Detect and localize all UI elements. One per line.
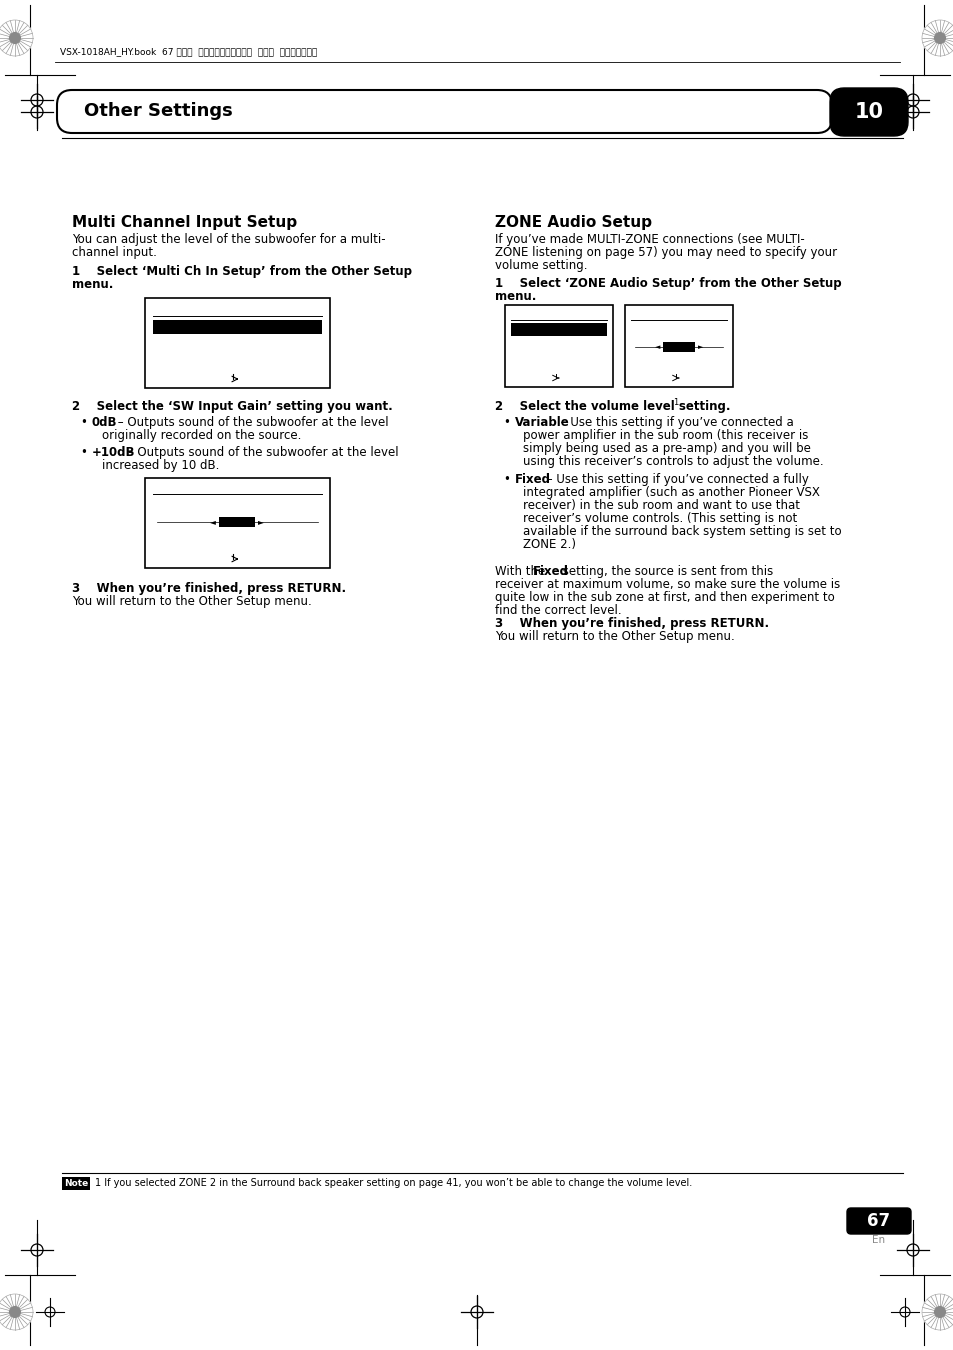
Text: Fixed: Fixed [533, 566, 568, 578]
Bar [511, 323, 606, 336]
Text: – Use this setting if you’ve connected a: – Use this setting if you’ve connected a [557, 416, 793, 429]
Text: Multi Channel Input Setup: Multi Channel Input Setup [71, 215, 296, 230]
Text: •: • [80, 416, 87, 429]
Text: Note: Note [64, 1179, 88, 1188]
Text: 0dB: 0dB [91, 416, 117, 429]
Text: 2    Select the ‘SW Input Gain’ setting you want.: 2 Select the ‘SW Input Gain’ setting you… [71, 400, 393, 413]
Text: VSX-1018AH_HY.book  67 ページ  ２００８年４月１６日  水曜日  午後７時２５分: VSX-1018AH_HY.book 67 ページ ２００８年４月１６日 水曜日… [60, 47, 317, 57]
Text: 1    Select ‘Multi Ch In Setup’ from the Other Setup: 1 Select ‘Multi Ch In Setup’ from the Ot… [71, 265, 412, 278]
Text: quite low in the sub zone at first, and then experiment to: quite low in the sub zone at first, and … [495, 591, 834, 603]
Text: 2    Select the volume level setting.: 2 Select the volume level setting. [495, 400, 730, 413]
Text: ◄: ◄ [210, 517, 215, 526]
Text: originally recorded on the source.: originally recorded on the source. [102, 429, 301, 441]
Text: 67: 67 [866, 1212, 890, 1230]
Text: volume setting.: volume setting. [495, 259, 587, 271]
Text: ZONE listening on page 57) you may need to specify your: ZONE listening on page 57) you may need … [495, 246, 836, 259]
Text: Fixed: Fixed [515, 472, 551, 486]
Text: available if the surround back system setting is set to: available if the surround back system se… [522, 525, 841, 539]
Circle shape [10, 1307, 20, 1318]
Text: – Outputs sound of the subwoofer at the level: – Outputs sound of the subwoofer at the … [124, 446, 398, 459]
Text: ►: ► [257, 517, 264, 526]
Text: menu.: menu. [71, 278, 113, 292]
Bar [152, 320, 322, 333]
Text: 1    Select ‘ZONE Audio Setup’ from the Other Setup: 1 Select ‘ZONE Audio Setup’ from the Oth… [495, 277, 841, 290]
Text: simply being used as a pre-amp) and you will be: simply being used as a pre-amp) and you … [522, 441, 810, 455]
Text: •: • [502, 472, 509, 486]
Bar [504, 305, 613, 387]
Text: With the: With the [495, 566, 548, 578]
Text: ◄: ◄ [654, 344, 659, 350]
FancyBboxPatch shape [829, 88, 907, 136]
Text: receiver’s volume controls. (This setting is not: receiver’s volume controls. (This settin… [522, 512, 797, 525]
Text: power amplifier in the sub room (this receiver is: power amplifier in the sub room (this re… [522, 429, 807, 441]
Text: +10dB: +10dB [91, 446, 135, 459]
Text: •: • [502, 416, 509, 429]
Text: Other Settings: Other Settings [84, 103, 233, 120]
Circle shape [10, 32, 20, 43]
Text: Variable: Variable [515, 416, 569, 429]
Bar [662, 342, 695, 352]
Text: En: En [872, 1235, 884, 1245]
Text: 10: 10 [854, 103, 882, 122]
Text: receiver at maximum volume, so make sure the volume is: receiver at maximum volume, so make sure… [495, 578, 840, 591]
Text: 3    When you’re finished, press RETURN.: 3 When you’re finished, press RETURN. [495, 617, 768, 630]
FancyBboxPatch shape [57, 90, 831, 134]
Bar [145, 478, 330, 568]
FancyBboxPatch shape [846, 1208, 910, 1234]
Circle shape [0, 20, 33, 55]
Text: You will return to the Other Setup menu.: You will return to the Other Setup menu. [71, 595, 312, 608]
Bar [62, 1177, 90, 1189]
Circle shape [934, 32, 944, 43]
Text: If you’ve made MULTI-ZONE connections (see MULTI-: If you’ve made MULTI-ZONE connections (s… [495, 234, 804, 246]
Text: You will return to the Other Setup menu.: You will return to the Other Setup menu. [495, 630, 734, 643]
Text: ZONE Audio Setup: ZONE Audio Setup [495, 215, 651, 230]
Text: receiver) in the sub room and want to use that: receiver) in the sub room and want to us… [522, 500, 800, 512]
Text: find the correct level.: find the correct level. [495, 603, 621, 617]
Text: integrated amplifier (such as another Pioneer VSX: integrated amplifier (such as another Pi… [522, 486, 819, 500]
Bar [219, 517, 254, 526]
Text: setting, the source is sent from this: setting, the source is sent from this [558, 566, 773, 578]
Bar [624, 305, 732, 387]
Text: using this receiver’s controls to adjust the volume.: using this receiver’s controls to adjust… [522, 455, 822, 468]
Text: 1 If you selected ZONE 2 in the Surround back speaker setting on page 41, you wo: 1 If you selected ZONE 2 in the Surround… [95, 1179, 692, 1188]
Text: – Outputs sound of the subwoofer at the level: – Outputs sound of the subwoofer at the … [113, 416, 388, 429]
Circle shape [921, 1295, 953, 1330]
Text: increased by 10 dB.: increased by 10 dB. [102, 459, 219, 472]
Circle shape [934, 1307, 944, 1318]
Text: menu.: menu. [495, 290, 536, 302]
Text: – Use this setting if you’ve connected a fully: – Use this setting if you’ve connected a… [542, 472, 808, 486]
Text: channel input.: channel input. [71, 246, 156, 259]
Text: 3    When you’re finished, press RETURN.: 3 When you’re finished, press RETURN. [71, 582, 346, 595]
Text: You can adjust the level of the subwoofer for a multi-: You can adjust the level of the subwoofe… [71, 234, 385, 246]
Circle shape [0, 1295, 33, 1330]
Bar [145, 298, 330, 387]
Text: ►: ► [698, 344, 702, 350]
Text: 1: 1 [672, 398, 678, 406]
Text: •: • [80, 446, 87, 459]
Circle shape [921, 20, 953, 55]
Text: ZONE 2.): ZONE 2.) [522, 539, 576, 551]
